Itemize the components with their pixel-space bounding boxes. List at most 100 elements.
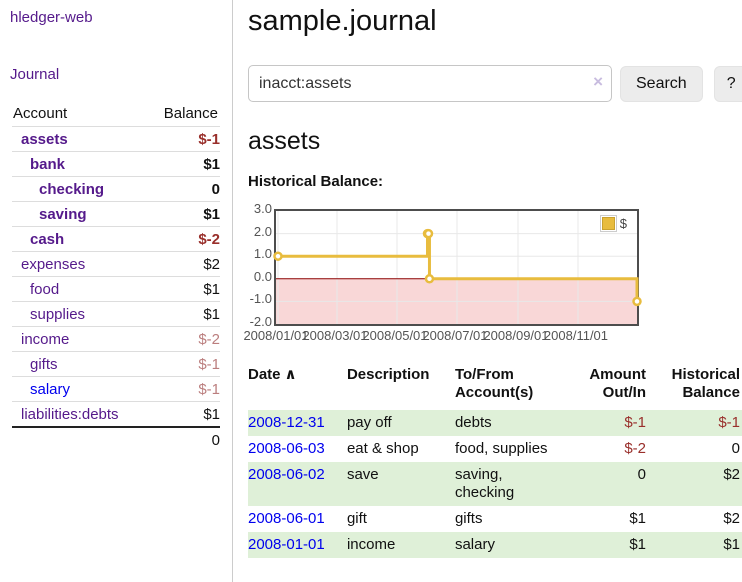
sidebar-account-balance: $1 — [147, 201, 220, 227]
y-axis-tick-label: 1.0 — [253, 246, 272, 262]
sidebar-total-row: 0 — [12, 426, 220, 452]
sidebar-account-link-expenses[interactable]: expenses — [21, 256, 86, 273]
x-axis-tick-label: 2008/03/01 — [302, 328, 368, 343]
sidebar-account-link-saving[interactable]: saving — [39, 206, 87, 223]
sidebar-account-row: expenses $2 — [12, 251, 220, 277]
historical-balance-chart: $ 3.0 2.0 1.0 0.0 -1.0 -2.0 2008/01/01 2008/03/… — [243, 201, 728, 347]
column-header-date[interactable]: Date ∧ — [248, 364, 347, 410]
transaction-date-link[interactable]: 2008-12-31 — [248, 414, 325, 431]
transaction-accounts: food, supplies — [454, 440, 548, 457]
chart-legend: $ — [599, 215, 627, 232]
transaction-date-link[interactable]: 2008-06-02 — [248, 466, 325, 483]
column-header-amount: Amount Out/In — [589, 366, 646, 401]
search-form: × Search ? — [248, 65, 742, 102]
chart-plot-area: $ — [273, 209, 642, 326]
search-input[interactable] — [248, 65, 612, 102]
transaction-description: pay off — [346, 410, 455, 436]
sidebar-account-row: income $-2 — [12, 326, 220, 352]
transaction-date-link[interactable]: 2008-01-01 — [248, 536, 325, 553]
sidebar-account-row: checking 0 — [12, 176, 220, 202]
sidebar-account-link-food[interactable]: food — [30, 281, 60, 298]
sidebar-account-balance: $-2 — [147, 326, 220, 352]
sidebar-account-row: salary $-1 — [12, 376, 220, 402]
balance-column-header: Balance — [163, 105, 218, 122]
sidebar-account-link-liabilities-debts[interactable]: liabilities:debts — [21, 406, 119, 423]
sidebar-account-link-assets[interactable]: assets — [21, 131, 68, 148]
transaction-amount: $1 — [577, 532, 648, 558]
sidebar-accounts-table: Account Balance assets $-1 bank $1 checking 0… — [12, 102, 220, 452]
sidebar-account-row: liabilities:debts $1 — [12, 401, 220, 427]
column-header-balance: Historical Balance — [671, 366, 740, 401]
sidebar-account-link-cash[interactable]: cash — [30, 231, 65, 248]
transaction-row: 2008-06-02 save saving, checking 0 $2 — [248, 462, 742, 506]
account-column-header: Account — [13, 105, 68, 122]
column-header-description: Description — [346, 366, 430, 383]
sidebar-account-link-gifts[interactable]: gifts — [30, 356, 58, 373]
sidebar-account-row: gifts $-1 — [12, 351, 220, 377]
transaction-balance: $2 — [723, 510, 740, 527]
sidebar-account-row: food $1 — [12, 276, 220, 302]
sidebar-account-balance: $1 — [147, 276, 220, 302]
spacer — [12, 426, 148, 452]
sidebar-total-balance: 0 — [147, 426, 220, 452]
transaction-date-link[interactable]: 2008-06-03 — [248, 440, 325, 457]
y-axis-tick-label: 0.0 — [253, 268, 272, 284]
transaction-balance: $-1 — [648, 410, 742, 436]
transaction-row: 2008-12-31 pay off debts $-1 $-1 — [248, 410, 742, 436]
sidebar: hledger-web Journal Account Balance asse… — [0, 0, 233, 582]
sidebar-account-balance: $-1 — [147, 351, 220, 377]
transaction-balance: $1 — [648, 532, 742, 558]
sidebar-account-row: saving $1 — [12, 201, 220, 227]
page-title: sample.journal — [248, 5, 437, 37]
x-axis-tick-label: 2008/05/01 — [362, 328, 428, 343]
help-button[interactable]: ? — [713, 65, 742, 102]
sidebar-account-row: supplies $1 — [12, 301, 220, 327]
transaction-accounts: salary — [454, 532, 578, 558]
transaction-accounts: debts — [454, 410, 578, 436]
transaction-amount: $-1 — [577, 410, 648, 436]
sidebar-account-balance: $1 — [147, 401, 220, 427]
x-axis-tick-label: 2008/09/01 — [483, 328, 549, 343]
sidebar-accounts-header-row: Account Balance — [12, 102, 220, 127]
sidebar-account-row: assets $-1 — [12, 126, 220, 152]
date-header-label: Date — [248, 366, 281, 383]
sidebar-item-journal[interactable]: Journal — [10, 66, 60, 83]
sidebar-account-balance: $-1 — [147, 376, 220, 402]
legend-label: $ — [619, 216, 627, 231]
y-axis-tick-label: -1.0 — [249, 291, 272, 307]
sidebar-account-row: cash $-2 — [12, 226, 220, 252]
x-axis-tick-label: 2008/11/01 — [543, 328, 609, 343]
y-axis-tick-label: -2.0 — [249, 314, 272, 329]
sidebar-account-link-salary[interactable]: salary — [30, 381, 71, 398]
transaction-description: eat & shop — [346, 440, 419, 457]
sidebar-account-link-supplies[interactable]: supplies — [30, 306, 86, 323]
transaction-row: 2008-06-01 gift gifts $1 $2 — [248, 506, 742, 532]
chart-canvas — [273, 211, 642, 324]
transaction-description: income — [346, 532, 455, 558]
sidebar-account-link-income[interactable]: income — [21, 331, 70, 348]
main-panel: sample.journal × Search ? assets Histori… — [234, 0, 742, 558]
register-header-row: Date ∧ Description To/From Account(s) Amo… — [248, 364, 742, 410]
y-axis-tick-label: 3.0 — [253, 201, 272, 216]
transaction-description: gift — [346, 510, 367, 527]
search-input-wrap: × — [248, 65, 612, 102]
transaction-balance: 0 — [731, 440, 740, 457]
sidebar-account-balance: $1 — [147, 151, 220, 177]
register-table: Date ∧ Description To/From Account(s) Amo… — [248, 364, 742, 558]
sidebar-account-balance: $2 — [147, 251, 220, 277]
sidebar-account-link-bank[interactable]: bank — [30, 156, 66, 173]
transaction-accounts: saving, checking — [454, 462, 578, 506]
chart-title: Historical Balance: — [248, 173, 384, 190]
transaction-accounts: gifts — [454, 510, 483, 527]
transaction-date-link[interactable]: 2008-06-01 — [248, 510, 325, 527]
search-button[interactable]: Search — [620, 65, 703, 102]
column-header-accounts: To/From Account(s) — [454, 366, 534, 401]
app-title-link[interactable]: hledger-web — [10, 9, 93, 26]
sidebar-account-link-checking[interactable]: checking — [39, 181, 105, 198]
transaction-balance: $2 — [648, 462, 742, 506]
transaction-amount: $1 — [629, 510, 646, 527]
x-axis-tick-label: 2008/01/01 — [243, 328, 309, 343]
legend-swatch-icon — [599, 215, 617, 232]
transaction-row: 2008-06-03 eat & shop food, supplies $-2 0 — [248, 436, 742, 462]
clear-search-icon[interactable]: × — [593, 72, 603, 91]
